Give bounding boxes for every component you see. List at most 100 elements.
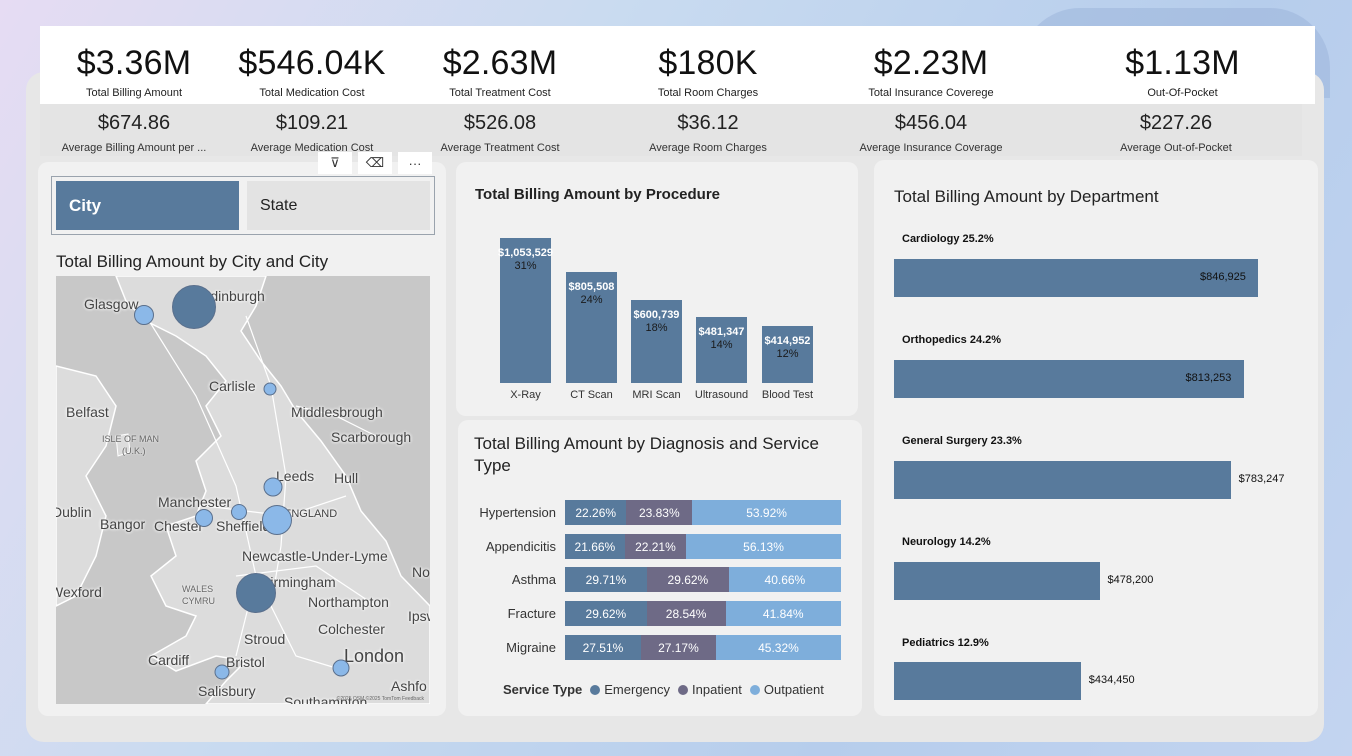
procedure-bar-category: X-Ray bbox=[510, 389, 541, 401]
kpi-totals-row: $3.36M Total Billing Amount $546.04K Total … bbox=[40, 26, 1315, 104]
procedure-bar-percent: 12% bbox=[776, 347, 799, 360]
kpi-average-value: $109.21 bbox=[275, 112, 349, 134]
diagnosis-segment-emergency[interactable]: 22.26% bbox=[565, 500, 627, 525]
department-bar-value: $434,450 bbox=[1088, 674, 1135, 686]
kpi-value: $3.36M bbox=[76, 44, 192, 82]
map-label: London bbox=[344, 646, 405, 666]
legend-item-inpatient[interactable]: Inpatient bbox=[692, 682, 742, 697]
diagnosis-row-label: Asthma bbox=[511, 572, 556, 587]
department-label: Neurology 14.2% bbox=[902, 536, 991, 548]
map-label: Dublin bbox=[56, 504, 92, 520]
kpi-average-card[interactable]: $227.26 Average Out-of-Pocket bbox=[1050, 104, 1302, 156]
map-bubble-manchester[interactable] bbox=[231, 504, 247, 520]
procedure-bar[interactable] bbox=[696, 316, 747, 383]
more-options-icon[interactable]: ··· bbox=[398, 152, 432, 174]
department-label: Pediatrics 12.9% bbox=[902, 637, 989, 649]
procedure-bar-value: $481,347 bbox=[698, 325, 745, 338]
department-bar-value: $846,925 bbox=[1200, 271, 1246, 283]
map-bubble-carlisle[interactable] bbox=[263, 382, 277, 396]
department-bar[interactable] bbox=[894, 259, 1258, 297]
legend-dot-emergency bbox=[590, 684, 601, 695]
kpi-card[interactable]: $2.23M Total Insurance Coverege bbox=[812, 26, 1050, 104]
legend-dot-outpatient bbox=[749, 684, 760, 695]
diagnosis-segment-emergency[interactable]: 29.71% bbox=[565, 567, 647, 592]
kpi-label: Total Insurance Coverege bbox=[868, 87, 994, 99]
map-credit: ©2025 OSM ©2025 TomTom Feedback bbox=[336, 696, 424, 702]
department-bar[interactable] bbox=[894, 562, 1100, 600]
diagnosis-segment-outpatient[interactable]: 41.84% bbox=[725, 601, 841, 626]
slicer-state-button[interactable]: State bbox=[247, 181, 430, 230]
diagnosis-segment-outpatient[interactable]: 56.13% bbox=[686, 534, 841, 559]
kpi-average-value: $36.12 bbox=[677, 112, 739, 134]
map-label: Chester bbox=[154, 518, 204, 534]
department-bar[interactable] bbox=[894, 360, 1244, 398]
kpi-average-card[interactable]: $526.08 Average Treatment Cost bbox=[396, 104, 604, 156]
diagnosis-segment-inpatient[interactable]: 28.54% bbox=[646, 601, 726, 626]
procedure-bar-category: Blood Test bbox=[761, 389, 814, 401]
kpi-average-card[interactable]: $36.12 Average Room Charges bbox=[604, 104, 812, 156]
diagnosis-chart-title-line2: Type bbox=[474, 456, 511, 475]
eraser-icon[interactable]: ⌫ bbox=[358, 152, 392, 174]
kpi-card[interactable]: $180K Total Room Charges bbox=[604, 26, 812, 104]
diagnosis-segment-inpatient[interactable]: 22.21% bbox=[624, 534, 687, 559]
kpi-average-value: $526.08 bbox=[463, 112, 537, 134]
procedure-bar-percent: 18% bbox=[645, 322, 668, 335]
kpi-card[interactable]: $546.04K Total Medication Cost bbox=[228, 26, 396, 104]
diagnosis-chart-title: Total Billing Amount by Diagnosis and Se… bbox=[474, 433, 819, 477]
diagnosis-segment-outpatient[interactable]: 45.32% bbox=[715, 635, 841, 660]
legend-item-emergency[interactable]: Emergency bbox=[604, 682, 671, 697]
legend-title: Service Type bbox=[503, 682, 583, 697]
kpi-value: $546.04K bbox=[238, 44, 386, 82]
kpi-label: Out-Of-Pocket bbox=[1147, 87, 1218, 99]
map-label: Ashfo bbox=[391, 678, 427, 694]
map-label: Bangor bbox=[100, 516, 146, 532]
map-bubble-glasgow[interactable] bbox=[134, 305, 154, 325]
map-land-isle-of-man bbox=[115, 433, 131, 457]
legend-item-outpatient[interactable]: Outpatient bbox=[763, 682, 824, 697]
filter-icon[interactable]: ⊽ bbox=[318, 152, 352, 174]
department-bar[interactable] bbox=[894, 662, 1081, 700]
diagnosis-segment-outpatient[interactable]: 53.92% bbox=[692, 500, 841, 525]
slicer-city-button[interactable]: City bbox=[56, 181, 239, 230]
map-label: Hull bbox=[334, 470, 359, 486]
procedure-chart-title: Total Billing Amount by Procedure bbox=[475, 186, 721, 203]
kpi-average-card[interactable]: $674.86 Average Billing Amount per ... bbox=[40, 104, 228, 156]
kpi-label: Total Room Charges bbox=[657, 87, 759, 99]
map-label: Manchester bbox=[158, 494, 232, 510]
diagnosis-segment-emergency[interactable]: 21.66% bbox=[565, 534, 625, 559]
diagnosis-legend: Service Type Emergency Inpatient Outpatien… bbox=[503, 682, 824, 697]
diagnosis-segment-inpatient[interactable]: 29.62% bbox=[647, 567, 729, 592]
map-label: Wexford bbox=[56, 584, 102, 600]
map-bubble-bristol[interactable] bbox=[214, 664, 230, 680]
map-bubble-chester[interactable] bbox=[195, 509, 213, 527]
diagnosis-segment-emergency[interactable]: 27.51% bbox=[565, 635, 641, 660]
department-bar[interactable] bbox=[894, 461, 1231, 499]
map-bubble-birmingham[interactable] bbox=[236, 573, 276, 613]
kpi-average-card[interactable]: $456.04 Average Insurance Coverage bbox=[812, 104, 1050, 156]
procedure-bar[interactable] bbox=[762, 325, 813, 383]
diagnosis-segment-inpatient[interactable]: 23.83% bbox=[626, 500, 693, 525]
map-bubble-london[interactable] bbox=[332, 659, 350, 677]
map-bubble-leeds[interactable] bbox=[263, 477, 283, 497]
kpi-average-value: $227.26 bbox=[1139, 112, 1213, 134]
kpi-average-label: Average Medication Cost bbox=[250, 142, 374, 154]
kpi-average-card[interactable]: $109.21 Average Medication Cost bbox=[228, 104, 396, 156]
kpi-card[interactable]: $1.13M Out-Of-Pocket bbox=[1050, 26, 1315, 104]
procedure-bar[interactable] bbox=[631, 300, 682, 383]
map-label: Colchester bbox=[318, 621, 385, 637]
diagnosis-row-label: Hypertension bbox=[479, 505, 556, 520]
kpi-card[interactable]: $2.63M Total Treatment Cost bbox=[396, 26, 604, 104]
location-slicer: City State bbox=[51, 176, 435, 235]
procedure-bar-value: $805,508 bbox=[568, 281, 615, 294]
kpi-card[interactable]: $3.36M Total Billing Amount bbox=[40, 26, 228, 104]
map-bubble-edinburgh[interactable] bbox=[172, 285, 216, 329]
procedure-bar[interactable] bbox=[566, 272, 617, 383]
kpi-average-value: $674.86 bbox=[97, 112, 171, 134]
map-bubble-sheffield[interactable] bbox=[262, 505, 292, 535]
diagnosis-segment-inpatient[interactable]: 27.17% bbox=[640, 635, 716, 660]
map-visual[interactable]: Glasgow Edinburgh Carlisle Belfast Middlesbr… bbox=[56, 276, 430, 704]
procedure-bar[interactable] bbox=[500, 238, 551, 383]
diagnosis-segment-outpatient[interactable]: 40.66% bbox=[728, 567, 841, 592]
diagnosis-segment-emergency[interactable]: 29.62% bbox=[565, 601, 647, 626]
department-label: Cardiology 25.2% bbox=[902, 233, 994, 245]
